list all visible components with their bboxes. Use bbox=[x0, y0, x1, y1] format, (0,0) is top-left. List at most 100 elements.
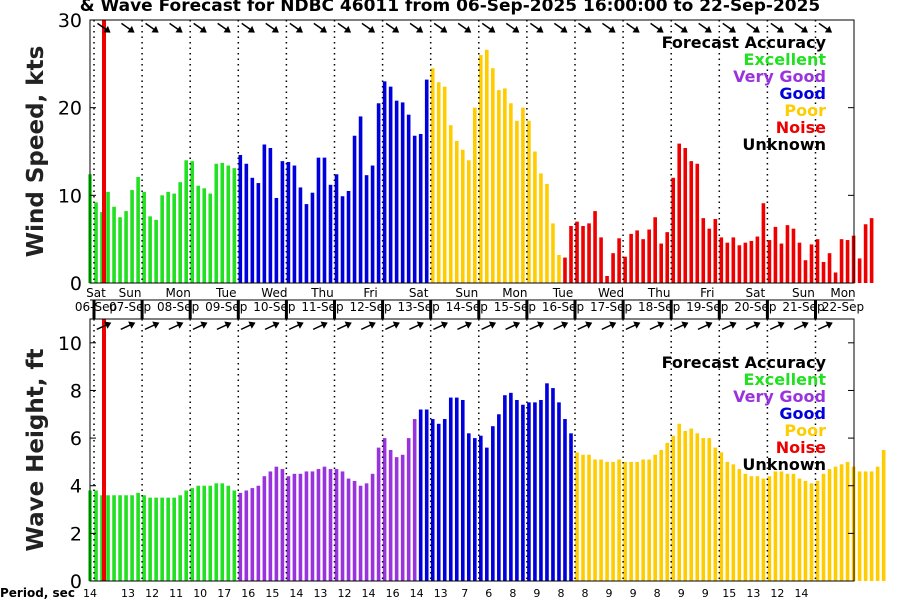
wave-bar bbox=[809, 483, 814, 581]
period-tick-label: 8 bbox=[581, 587, 588, 600]
wave-bar bbox=[148, 497, 152, 581]
wind-direction-arrow bbox=[674, 22, 688, 33]
wave-bar bbox=[881, 450, 886, 581]
day-date-label: 07-Sep bbox=[109, 300, 151, 314]
wave-bar bbox=[533, 402, 537, 581]
day-date-label: 18-Sep bbox=[638, 300, 680, 314]
wind-bar bbox=[352, 135, 357, 283]
wind-bar bbox=[575, 221, 579, 283]
wave-bar bbox=[238, 492, 243, 581]
wind-bar bbox=[442, 86, 447, 283]
wave-bar bbox=[551, 388, 555, 581]
wind-bar bbox=[773, 226, 778, 283]
wind-bar bbox=[214, 163, 219, 283]
wave-bar bbox=[400, 454, 405, 581]
wind-bar bbox=[118, 217, 122, 283]
wave-bar bbox=[196, 485, 201, 581]
wind-bar bbox=[557, 254, 561, 283]
wave-bar bbox=[749, 476, 754, 581]
wind-panel: 0 10 20 30 Wind Speed, kts Forecast AccuracyE… bbox=[23, 10, 874, 295]
day-separator bbox=[765, 300, 769, 319]
wind-direction-arrow bbox=[241, 22, 255, 33]
period-tick-label: 15 bbox=[265, 587, 279, 600]
wave-bar bbox=[376, 447, 381, 581]
wind-direction-arrow bbox=[602, 22, 616, 33]
wind-bar bbox=[142, 191, 146, 283]
wind-direction-arrow bbox=[818, 22, 833, 33]
day-separator bbox=[140, 300, 144, 319]
day-date-label: 12-Sep bbox=[349, 300, 391, 314]
legend-item: Unknown bbox=[742, 455, 826, 474]
wind-bar bbox=[731, 237, 736, 283]
legend-item: Very Good bbox=[733, 67, 826, 86]
wave-bar bbox=[448, 397, 453, 581]
wave-bar bbox=[166, 497, 170, 581]
wave-bar bbox=[755, 476, 760, 581]
wave-bar bbox=[611, 461, 615, 581]
wave-bar bbox=[202, 485, 207, 581]
wind-bar bbox=[358, 116, 363, 284]
period-tick-label: 14 bbox=[794, 587, 808, 600]
wave-bar bbox=[298, 473, 303, 581]
period-tick-label: 9 bbox=[702, 587, 709, 600]
day-date-label: 21-Sep bbox=[782, 300, 824, 314]
period-tick-label: 14 bbox=[83, 587, 97, 600]
wave-direction-arrow bbox=[385, 321, 400, 331]
wind-bar bbox=[647, 229, 651, 283]
wave-bar bbox=[256, 485, 261, 581]
day-separator bbox=[284, 300, 288, 319]
wind-bar bbox=[280, 161, 285, 283]
wave-bar bbox=[124, 495, 128, 581]
wind-bar bbox=[376, 103, 381, 283]
wind-bar bbox=[208, 193, 213, 283]
day-date-label: 08-Sep bbox=[157, 300, 199, 314]
y-tick-label: 4 bbox=[70, 476, 82, 498]
wave-bar bbox=[677, 423, 682, 581]
wind-bar bbox=[581, 226, 585, 283]
wind-bar bbox=[833, 272, 838, 283]
wind-bar bbox=[767, 240, 772, 283]
wind-bar bbox=[154, 219, 158, 283]
wind-direction-arrow bbox=[289, 22, 303, 33]
wave-bar bbox=[521, 404, 525, 581]
wind-bar bbox=[863, 224, 868, 283]
period-tick-label: 10 bbox=[193, 587, 207, 600]
wind-bar bbox=[521, 107, 525, 283]
wave-bar bbox=[274, 466, 279, 581]
wave-bar bbox=[310, 471, 315, 581]
wave-bar bbox=[659, 450, 663, 581]
day-date-label: 17-Sep bbox=[590, 300, 632, 314]
wind-direction-arrow bbox=[433, 22, 448, 33]
wave-bar bbox=[406, 438, 411, 581]
day-separator bbox=[381, 300, 385, 319]
period-tick-label: 12 bbox=[145, 587, 159, 600]
wave-bar bbox=[136, 492, 140, 581]
wave-direction-arrow bbox=[264, 321, 280, 331]
y-tick-label: 0 bbox=[70, 571, 82, 593]
wind-direction-arrow bbox=[746, 22, 760, 33]
wave-direction-arrow bbox=[433, 321, 448, 331]
wind-bar bbox=[503, 88, 507, 283]
wind-bar bbox=[394, 100, 399, 284]
wave-bar bbox=[527, 402, 531, 581]
wind-bar bbox=[605, 275, 609, 283]
wind-bar bbox=[304, 204, 309, 283]
wave-bar bbox=[226, 485, 231, 581]
wind-direction-arrow bbox=[770, 22, 784, 33]
wave-bar bbox=[250, 488, 255, 581]
wave-bar bbox=[322, 466, 327, 581]
y-tick-label: 20 bbox=[58, 98, 82, 120]
y-tick-label: 10 bbox=[58, 333, 82, 355]
wind-bar bbox=[737, 245, 742, 283]
plot-frame bbox=[89, 318, 855, 582]
wave-bar bbox=[112, 495, 116, 581]
wave-direction-arrow bbox=[120, 321, 136, 331]
wind-bar bbox=[845, 240, 850, 283]
wave-bar bbox=[641, 459, 645, 581]
wave-direction-arrow bbox=[481, 321, 497, 331]
day-name-label: Sat bbox=[86, 286, 106, 300]
wave-bar bbox=[569, 433, 573, 581]
wave-direction-arrow bbox=[360, 321, 376, 331]
wave-bar bbox=[683, 430, 688, 581]
wave-direction-arrow bbox=[793, 321, 809, 331]
